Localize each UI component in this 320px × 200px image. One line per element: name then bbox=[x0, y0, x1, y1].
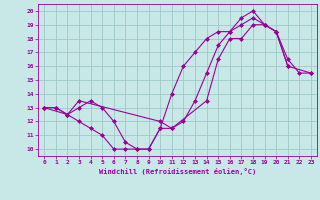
X-axis label: Windchill (Refroidissement éolien,°C): Windchill (Refroidissement éolien,°C) bbox=[99, 168, 256, 175]
